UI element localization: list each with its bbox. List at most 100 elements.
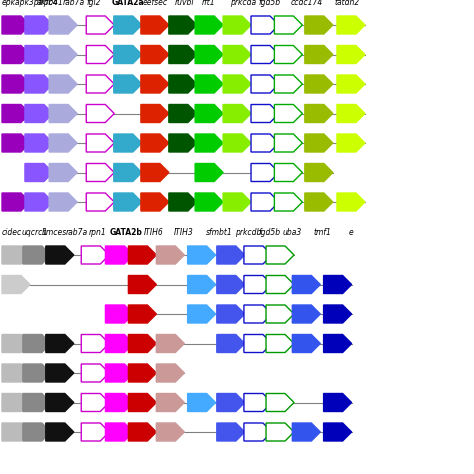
Polygon shape [49,193,77,211]
Polygon shape [86,16,114,34]
Polygon shape [266,335,294,353]
Polygon shape [274,193,302,211]
Text: epkapk3pfkfb41: epkapk3pfkfb41 [2,0,64,7]
Text: tmf1: tmf1 [314,228,332,237]
Text: ruvbl: ruvbl [174,0,194,7]
Polygon shape [81,246,109,264]
Polygon shape [324,423,352,441]
Polygon shape [2,134,30,152]
Polygon shape [128,246,156,264]
Text: rab7a: rab7a [63,0,84,7]
Polygon shape [188,393,216,411]
Polygon shape [114,193,142,211]
Polygon shape [337,75,365,93]
Polygon shape [217,393,245,411]
Polygon shape [105,246,134,264]
Polygon shape [105,364,134,382]
Polygon shape [305,16,333,34]
Text: rab7a: rab7a [65,228,88,237]
Polygon shape [169,46,197,64]
Polygon shape [244,275,272,293]
Polygon shape [128,364,156,382]
Polygon shape [223,134,251,152]
Polygon shape [2,246,30,264]
Polygon shape [23,423,51,441]
Polygon shape [105,393,134,411]
Polygon shape [292,305,320,323]
Polygon shape [141,104,169,122]
Polygon shape [81,423,109,441]
Polygon shape [195,134,223,152]
Polygon shape [292,275,320,293]
Polygon shape [274,16,302,34]
Polygon shape [244,305,272,323]
Polygon shape [188,246,216,264]
Polygon shape [266,393,294,411]
Text: tatdn2: tatdn2 [334,0,359,7]
Polygon shape [337,46,365,64]
Polygon shape [305,134,333,152]
Text: rpn1: rpn1 [89,228,107,237]
Polygon shape [86,104,114,122]
Text: fgl2: fgl2 [86,0,101,7]
Polygon shape [292,423,320,441]
Polygon shape [195,75,223,93]
Polygon shape [324,275,352,293]
Polygon shape [337,193,365,211]
Polygon shape [25,164,53,182]
Polygon shape [81,364,109,382]
Polygon shape [223,16,251,34]
Polygon shape [324,393,352,411]
Polygon shape [195,16,223,34]
Text: ITIH3: ITIH3 [174,228,193,237]
Polygon shape [81,393,109,411]
Polygon shape [2,423,30,441]
Text: e: e [349,228,354,237]
Polygon shape [156,246,184,264]
Text: uba3: uba3 [283,228,302,237]
Text: ITIH6: ITIH6 [144,228,164,237]
Polygon shape [244,423,272,441]
Polygon shape [114,16,142,34]
Polygon shape [105,423,134,441]
Polygon shape [2,104,30,122]
Text: hmces: hmces [42,228,67,237]
Polygon shape [217,275,245,293]
Polygon shape [195,193,223,211]
Polygon shape [305,193,333,211]
Text: rft1: rft1 [202,0,216,7]
Polygon shape [217,246,245,264]
Polygon shape [114,134,142,152]
Text: GATA2b: GATA2b [109,228,143,237]
Polygon shape [244,393,272,411]
Polygon shape [46,423,74,441]
Polygon shape [25,193,53,211]
Polygon shape [266,305,294,323]
Polygon shape [128,305,156,323]
Text: cidec: cidec [2,228,22,237]
Polygon shape [86,164,114,182]
Polygon shape [251,104,279,122]
Polygon shape [46,246,74,264]
Polygon shape [2,364,30,382]
Polygon shape [141,16,169,34]
Polygon shape [86,46,114,64]
Polygon shape [2,193,30,211]
Polygon shape [2,275,30,293]
Polygon shape [23,393,51,411]
Polygon shape [46,393,74,411]
Polygon shape [81,335,109,353]
Polygon shape [141,193,169,211]
Polygon shape [128,275,156,293]
Text: GATA2a: GATA2a [112,0,144,7]
Polygon shape [305,104,333,122]
Polygon shape [188,275,216,293]
Polygon shape [251,164,279,182]
Polygon shape [223,75,251,93]
Polygon shape [86,75,114,93]
Polygon shape [169,134,197,152]
Text: prkcda: prkcda [230,0,256,7]
Polygon shape [217,335,245,353]
Polygon shape [49,104,77,122]
Polygon shape [114,46,142,64]
